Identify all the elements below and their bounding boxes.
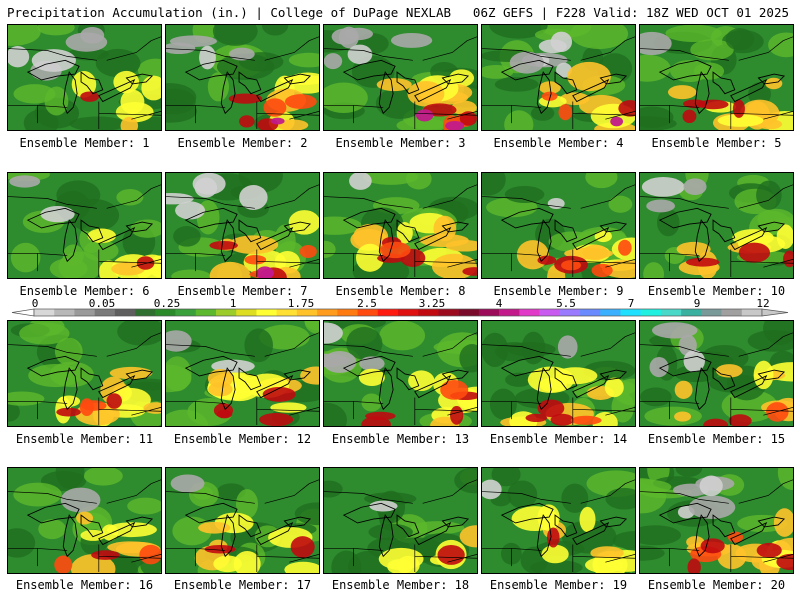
ensemble-member-label: Ensemble Member: 3 xyxy=(335,136,466,150)
ensemble-member-label: Ensemble Member: 5 xyxy=(651,136,782,150)
ensemble-panel-12 xyxy=(165,320,320,427)
ensemble-panel-3 xyxy=(323,24,478,131)
ensemble-panel-18 xyxy=(323,467,478,574)
ensemble-member-label: Ensemble Member: 9 xyxy=(493,284,624,298)
map-title: Precipitation Accumulation (in.) | Colle… xyxy=(7,5,452,20)
ensemble-panel-10 xyxy=(639,172,794,279)
colorbar-tick-label: 0 xyxy=(31,297,39,310)
ensemble-member-label: Ensemble Member: 12 xyxy=(173,432,312,446)
ensemble-member-label: Ensemble Member: 14 xyxy=(489,432,628,446)
run-valid-time: 06Z GEFS | F228 Valid: 18Z WED OCT 01 20… xyxy=(472,5,789,20)
ensemble-panel-16 xyxy=(7,467,162,574)
precip-colorbar xyxy=(11,308,789,317)
ensemble-panel-4 xyxy=(481,24,636,131)
ensemble-member-label: Ensemble Member: 8 xyxy=(335,284,466,298)
colorbar-tick-label: 7 xyxy=(627,297,635,310)
ensemble-panel-13 xyxy=(323,320,478,427)
ensemble-member-label: Ensemble Member: 11 xyxy=(15,432,154,446)
colorbar-tick-label: 0.05 xyxy=(88,297,116,310)
ensemble-panel-11 xyxy=(7,320,162,427)
ensemble-member-label: Ensemble Member: 2 xyxy=(177,136,308,150)
colorbar-tick-label: 1 xyxy=(229,297,237,310)
ensemble-panel-19 xyxy=(481,467,636,574)
colorbar-tick-label: 12 xyxy=(756,297,770,310)
ensemble-member-label: Ensemble Member: 15 xyxy=(647,432,786,446)
ensemble-member-label: Ensemble Member: 4 xyxy=(493,136,624,150)
colorbar-tick-label: 5.5 xyxy=(556,297,576,310)
ensemble-panel-2 xyxy=(165,24,320,131)
ensemble-member-label: Ensemble Member: 13 xyxy=(331,432,470,446)
colorbar-tick-label: 1.75 xyxy=(287,297,315,310)
ensemble-panel-5 xyxy=(639,24,794,131)
ensemble-member-label: Ensemble Member: 20 xyxy=(647,578,786,592)
ensemble-member-label: Ensemble Member: 7 xyxy=(177,284,308,298)
ensemble-member-label: Ensemble Member: 1 xyxy=(19,136,150,150)
colorbar-tick-label: 2.5 xyxy=(357,297,377,310)
colorbar-tick-label: 3.25 xyxy=(418,297,446,310)
ensemble-panel-15 xyxy=(639,320,794,427)
ensemble-panel-14 xyxy=(481,320,636,427)
ensemble-panel-7 xyxy=(165,172,320,279)
ensemble-panel-6 xyxy=(7,172,162,279)
ensemble-panel-1 xyxy=(7,24,162,131)
colorbar-tick-label: 4 xyxy=(495,297,503,310)
colorbar-tick-label: 9 xyxy=(693,297,701,310)
ensemble-member-label: Ensemble Member: 10 xyxy=(647,284,786,298)
ensemble-member-label: Ensemble Member: 16 xyxy=(15,578,154,592)
ensemble-panel-20 xyxy=(639,467,794,574)
ensemble-panel-8 xyxy=(323,172,478,279)
ensemble-panel-17 xyxy=(165,467,320,574)
ensemble-panel-9 xyxy=(481,172,636,279)
ensemble-member-label: Ensemble Member: 19 xyxy=(489,578,628,592)
colorbar-tick-label: 0.25 xyxy=(153,297,181,310)
ensemble-member-label: Ensemble Member: 17 xyxy=(173,578,312,592)
ensemble-member-label: Ensemble Member: 18 xyxy=(331,578,470,592)
ensemble-member-label: Ensemble Member: 6 xyxy=(19,284,150,298)
